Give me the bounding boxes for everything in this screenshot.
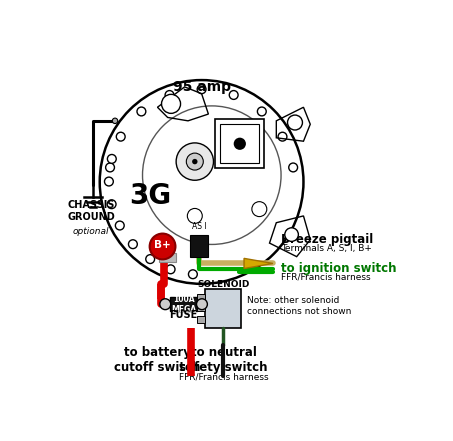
Text: 3G: 3G: [130, 182, 172, 209]
Circle shape: [146, 255, 154, 264]
Bar: [197, 304, 205, 311]
Bar: [190, 235, 208, 257]
Circle shape: [229, 90, 238, 99]
Circle shape: [188, 209, 202, 224]
Circle shape: [137, 107, 146, 116]
Circle shape: [197, 85, 206, 93]
Circle shape: [288, 115, 303, 130]
Circle shape: [257, 107, 266, 116]
Circle shape: [107, 154, 116, 163]
Circle shape: [186, 153, 203, 170]
Bar: [205, 289, 241, 328]
Bar: [159, 253, 176, 262]
Bar: [197, 316, 205, 323]
Circle shape: [188, 270, 198, 279]
Circle shape: [106, 163, 115, 172]
Text: 100A
MEGA: 100A MEGA: [171, 295, 196, 314]
Circle shape: [100, 80, 304, 284]
Circle shape: [289, 163, 298, 172]
Circle shape: [285, 228, 299, 241]
Circle shape: [162, 94, 181, 113]
Text: Breeze pigtail: Breeze pigtail: [281, 232, 374, 246]
Circle shape: [112, 118, 118, 123]
Text: SOLENOID: SOLENOID: [198, 280, 250, 289]
Text: FFR/Francis harness: FFR/Francis harness: [179, 373, 269, 382]
Bar: [197, 294, 205, 301]
Bar: [215, 119, 265, 168]
Polygon shape: [244, 258, 273, 269]
Circle shape: [129, 240, 137, 249]
Circle shape: [278, 132, 287, 141]
Text: to battery
cutoff switch: to battery cutoff switch: [114, 346, 201, 374]
Circle shape: [234, 138, 246, 150]
Circle shape: [252, 202, 267, 217]
Circle shape: [166, 265, 175, 274]
Circle shape: [176, 143, 213, 180]
Text: Note: other solenoid
connections not shown: Note: other solenoid connections not sho…: [247, 296, 352, 316]
Text: 95 amp: 95 amp: [173, 80, 231, 94]
Circle shape: [160, 299, 171, 310]
Text: Terminals A, S, I, B+: Terminals A, S, I, B+: [281, 244, 372, 253]
Text: AS I: AS I: [192, 222, 207, 231]
Text: B+: B+: [154, 240, 171, 250]
Circle shape: [192, 159, 198, 164]
Text: FFR/Francis harness: FFR/Francis harness: [281, 273, 371, 281]
Text: FUSE: FUSE: [169, 310, 197, 320]
Circle shape: [116, 132, 125, 141]
Circle shape: [197, 299, 207, 310]
Text: to neutral
safety switch: to neutral safety switch: [179, 346, 268, 374]
Circle shape: [116, 221, 124, 230]
Text: to ignition switch: to ignition switch: [281, 262, 397, 275]
Circle shape: [165, 90, 174, 99]
Bar: [170, 297, 197, 311]
Circle shape: [107, 200, 116, 209]
Circle shape: [105, 177, 113, 186]
Text: CHASSIS
GROUND: CHASSIS GROUND: [67, 200, 115, 222]
Bar: [220, 124, 259, 163]
Circle shape: [149, 234, 175, 259]
Text: optional: optional: [73, 227, 110, 235]
